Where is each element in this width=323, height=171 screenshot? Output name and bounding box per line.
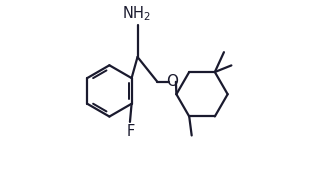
- Text: NH$_2$: NH$_2$: [122, 4, 151, 23]
- Text: F: F: [127, 124, 135, 139]
- Text: O: O: [166, 74, 178, 89]
